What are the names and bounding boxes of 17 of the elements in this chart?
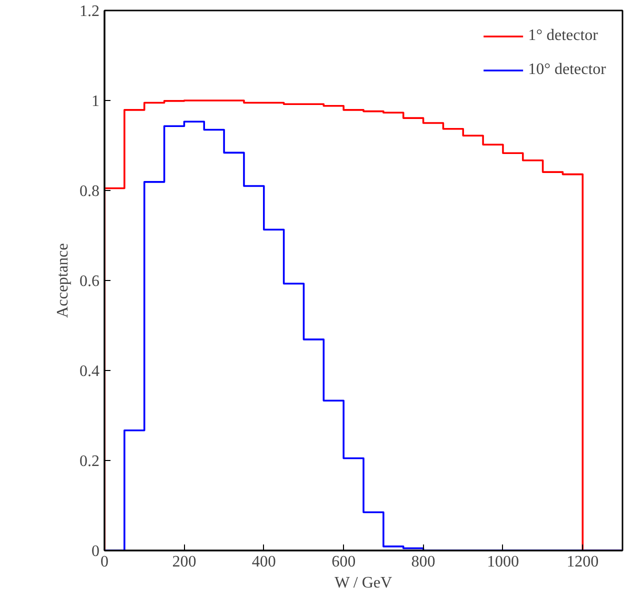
x-tick-label: 1200 [566,554,599,570]
y-tick-label: 0.6 [80,273,100,290]
y-tick-label: 0.4 [80,363,100,380]
y-tick-label: 0.8 [80,183,100,200]
y-tick-label: 0.2 [80,453,100,470]
x-tick-label: 400 [252,554,276,570]
y-tick-label: 1 [92,93,100,110]
y-tick-label: 1.2 [80,3,100,20]
legend-label: 1° detector [528,27,598,45]
y-axis-title: Acceptance [54,243,72,318]
x-axis-title: W / GeV [334,574,393,592]
x-tick-label: 200 [172,554,196,570]
y-tick-label: 0 [92,543,100,560]
x-tick-label: 1000 [486,554,519,570]
x-tick-label: 600 [332,554,356,570]
legend-label: 10° detector [528,61,606,79]
x-tick-label: 800 [411,554,436,570]
